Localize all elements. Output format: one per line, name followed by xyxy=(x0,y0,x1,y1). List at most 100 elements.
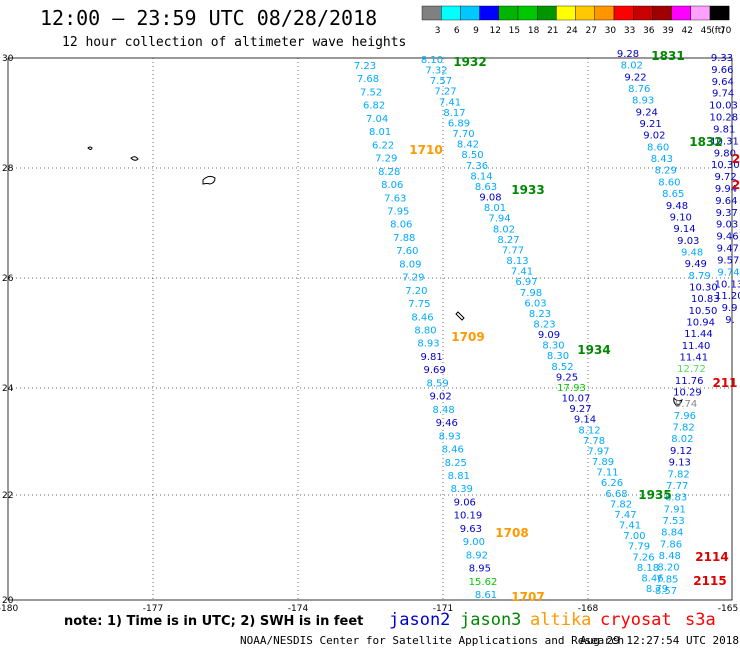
wave-height-value: 8.80 xyxy=(414,326,436,337)
wave-height-value: 7.63 xyxy=(384,193,406,204)
wave-height-value: 9.37 xyxy=(716,208,738,219)
legend-cryosat: cryosat xyxy=(600,610,672,630)
wave-height-value: 8.14 xyxy=(470,171,492,182)
page-title: 12:00 — 23:59 UTC 08/28/2018 xyxy=(40,6,377,30)
wave-height-value: 7.98 xyxy=(520,288,542,299)
wave-height-value: 7.32 xyxy=(425,66,447,77)
wave-height-value: 9.10 xyxy=(670,212,692,223)
wave-height-value: 9.81 xyxy=(420,352,442,363)
wave-height-value: 9.24 xyxy=(636,107,658,118)
wave-height-value: 8.10 xyxy=(421,55,443,66)
wave-height-value: 9.64 xyxy=(712,77,734,88)
wave-height-value: 10.94 xyxy=(686,318,715,329)
page-subtitle: 12 hour collection of altimeter wave hei… xyxy=(62,35,406,50)
wave-height-value: 9.22 xyxy=(624,72,646,83)
wave-height-value: 7.52 xyxy=(360,88,382,99)
wave-height-value: 6.22 xyxy=(372,140,394,151)
lat-lon-grid xyxy=(8,58,732,600)
wave-height-value: 8.23 xyxy=(529,309,551,320)
wave-height-value: 7.75 xyxy=(408,299,430,310)
wave-height-value: 8.50 xyxy=(461,150,483,161)
wave-height-value: 6.03 xyxy=(524,298,546,309)
pass-time-cryosat: 2115 xyxy=(693,574,726,588)
scale-value-label: 39 xyxy=(662,26,674,36)
wave-height-value: 9.66 xyxy=(711,65,733,76)
island-3 xyxy=(202,175,216,185)
island-outlines xyxy=(87,146,683,406)
scale-swatch xyxy=(460,5,480,21)
wave-height-value: 7.27 xyxy=(434,87,456,98)
wave-height-value: 9.25 xyxy=(556,372,578,383)
wave-height-value: 7.96 xyxy=(674,411,696,422)
wave-height-value: 9.47 xyxy=(717,244,739,255)
wave-height-value: 9.57 xyxy=(717,256,739,267)
wave-height-value: 6.89 xyxy=(448,119,470,130)
wave-height-value: 8.30 xyxy=(542,341,564,352)
wave-height-value: 7.82 xyxy=(610,499,632,510)
wave-height-value: 8.95 xyxy=(469,564,491,575)
latitude-label: 20 xyxy=(2,596,14,606)
wave-height-value: 10.30 xyxy=(711,160,740,171)
wave-height-color-scale: 3 6 9 12 15 18 21 24 27 30 33 36 39 42 45 70(ft) xyxy=(421,5,732,36)
longitude-label: -177 xyxy=(143,604,163,614)
scale-value-label: 45 xyxy=(701,26,712,36)
observation-tracks: 7.23 7.68 7.52 6.82 7.04 8.01 6.22 7.29 8.28 8.06… xyxy=(354,49,740,601)
wave-height-value: 9.74 xyxy=(717,267,739,278)
wave-height-value: 11.44 xyxy=(684,329,713,340)
scale-value-label: 27 xyxy=(585,26,596,36)
wave-height-value: 9.49 xyxy=(685,259,707,270)
scale-swatch xyxy=(690,5,711,21)
scale-swatch xyxy=(421,5,442,21)
scale-swatch xyxy=(652,5,672,21)
scale-swatch xyxy=(517,5,538,21)
wave-height-value: 6.82 xyxy=(363,101,385,112)
wave-height-value: 7.41 xyxy=(511,267,533,278)
wave-height-value: 7.11 xyxy=(596,468,618,479)
wave-height-value: 7.89 xyxy=(592,457,614,468)
scale-swatch xyxy=(575,5,595,21)
wave-height-value: 8.81 xyxy=(448,471,470,482)
pass-time-altika: 1710 xyxy=(409,143,442,157)
wave-height-value: 9.00 xyxy=(463,537,485,548)
wave-height-value: 7.85 xyxy=(656,574,678,585)
wave-height-value: 8.39 xyxy=(451,484,473,495)
scale-value-label: 33 xyxy=(624,26,635,36)
wave-height-value: 8.46 xyxy=(411,312,433,323)
wave-height-value: 8.42 xyxy=(457,140,479,151)
wave-height-value: 8.01 xyxy=(369,127,391,138)
pass-time-jason3: 1831 xyxy=(651,49,684,63)
wave-height-value: 8.25 xyxy=(445,458,467,469)
pass-time-cryosat: 2114 xyxy=(695,550,728,564)
scale-value-label: 6 xyxy=(454,26,460,36)
wave-height-value: 10.29 xyxy=(673,388,702,399)
wave-height-value: 7.41 xyxy=(439,97,461,108)
wave-height-value: 9.09 xyxy=(538,330,560,341)
scale-unit-label: (ft) xyxy=(711,26,725,36)
wave-height-value: 8.02 xyxy=(671,434,693,445)
wave-height-value: 7.53 xyxy=(662,516,684,527)
longitude-label: -171 xyxy=(433,604,453,614)
scale-value-label: 9 xyxy=(473,26,479,36)
wave-height-value: 9.46 xyxy=(716,232,738,243)
wave-height-value: 8.02 xyxy=(621,61,643,72)
scale-value-label: 3 xyxy=(435,26,441,36)
wave-height-value: 8.60 xyxy=(647,142,669,153)
wave-height-value: 9.74 xyxy=(712,89,734,100)
pass-time-jason3: 1934 xyxy=(577,343,610,357)
wave-height-value: 8.79 xyxy=(646,584,668,595)
legend-jason2: jason2 xyxy=(389,610,450,630)
scale-value-label: 21 xyxy=(547,26,558,36)
wave-height-value: 9.64 xyxy=(715,196,737,207)
wave-height-value: 8.46 xyxy=(442,445,464,456)
footer-note: note: 1) Time is in UTC; 2) SWH is in fe… xyxy=(64,614,363,629)
wave-height-value: 9.14 xyxy=(673,224,695,235)
scale-value-label: 30 xyxy=(605,26,617,36)
wave-height-value: 9.72 xyxy=(714,172,736,183)
wave-height-value: 7.86 xyxy=(660,539,682,550)
wave-height-value: 10.13 xyxy=(715,279,740,290)
wave-height-value: 9.69 xyxy=(423,365,445,376)
wave-height-value: 8.76 xyxy=(628,84,650,95)
wave-height-value: 10.83 xyxy=(691,294,720,305)
wave-height-value: 8.59 xyxy=(426,378,448,389)
wave-height-value: 8.52 xyxy=(551,362,573,373)
